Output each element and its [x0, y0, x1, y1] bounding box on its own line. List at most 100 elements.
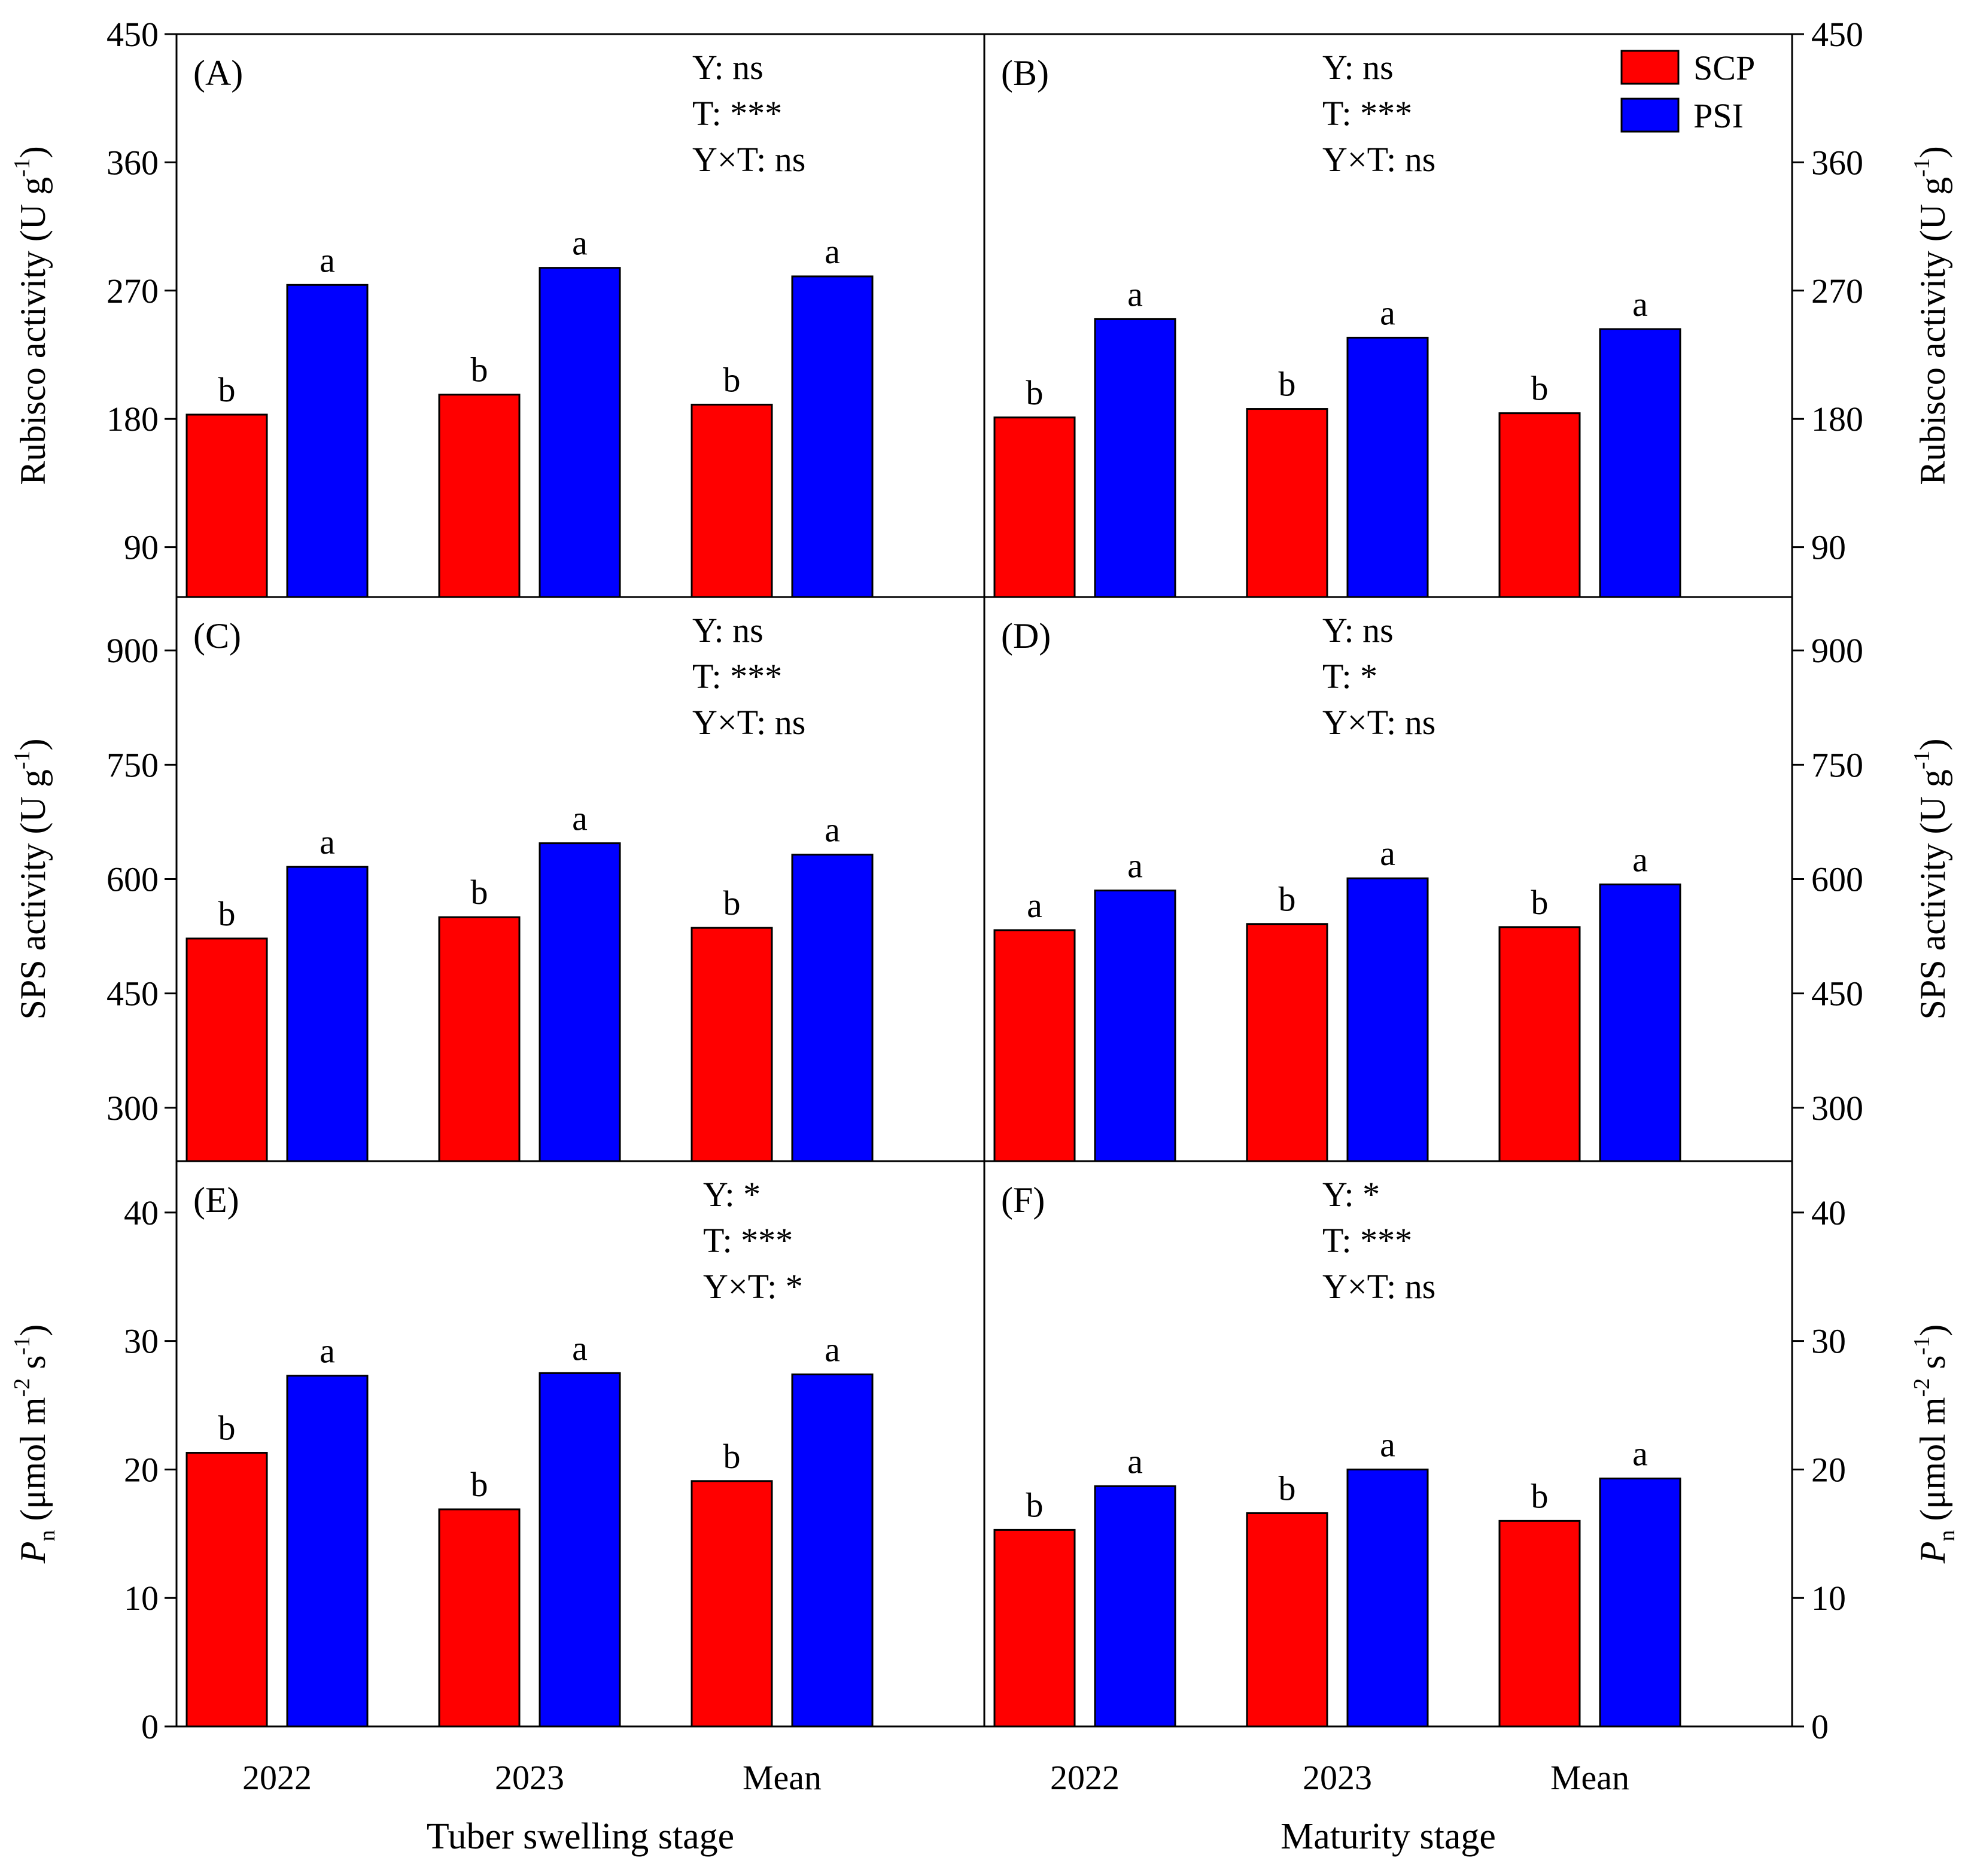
- significance-letter: a: [1632, 840, 1648, 879]
- panel-label: (A): [193, 53, 243, 93]
- y-tick-label: 10: [1811, 1579, 1846, 1618]
- bar-psi-2023: [539, 267, 621, 598]
- y-tick-label: 0: [1811, 1707, 1829, 1746]
- y-axis-title: Pn (μmol m-2 s-1): [10, 1324, 60, 1564]
- bar-psi-mean: [791, 854, 874, 1162]
- bar-psi-2023: [539, 842, 621, 1162]
- significance-letter: b: [1531, 883, 1549, 922]
- significance-letter: a: [1127, 275, 1143, 313]
- bar-psi-2022: [1094, 318, 1176, 598]
- bar-psi-mean: [1599, 1477, 1681, 1728]
- stat-line: Y×T: ns: [1322, 1267, 1435, 1306]
- stat-line: Y×T: ns: [1322, 703, 1435, 742]
- significance-letter: a: [1380, 293, 1395, 332]
- significance-letter: a: [320, 240, 335, 279]
- bar-psi-2023: [1346, 877, 1429, 1162]
- bar-psi-2022: [286, 866, 369, 1162]
- significance-letter: a: [572, 1329, 588, 1368]
- y-tick-label: 450: [1811, 15, 1863, 54]
- stat-line: Y×T: ns: [692, 703, 805, 742]
- legend-swatch-scp: [1620, 50, 1680, 85]
- panel-label: (F): [1001, 1180, 1045, 1220]
- stat-line: T: *: [1322, 657, 1377, 696]
- bar-scp-2023: [1246, 408, 1328, 598]
- significance-letter: b: [471, 873, 488, 912]
- x-tick-label: Mean: [743, 1758, 822, 1797]
- bar-psi-2023: [1346, 336, 1429, 598]
- significance-letter: b: [471, 1465, 488, 1504]
- significance-letter: b: [218, 1409, 236, 1448]
- y-axis-title: SPS activity (U g-1): [10, 739, 53, 1020]
- x-tick-label: 2023: [495, 1758, 564, 1797]
- legend: SCP PSI: [1620, 48, 1755, 135]
- significance-letter: a: [320, 823, 335, 861]
- stat-line: T: ***: [703, 1221, 793, 1260]
- panel-c: b a b a b a 300 450 600 750 900 (C) Y: ns T: *** Y×T: …: [10, 611, 874, 1162]
- significance-letter: b: [218, 370, 236, 409]
- stat-line: Y: *: [1322, 1175, 1380, 1214]
- bar-psi-mean: [1599, 328, 1681, 598]
- y-tick-label: 600: [1811, 860, 1863, 899]
- significance-letter: a: [1632, 285, 1648, 324]
- y-axis-title: SPS activity (U g-1): [1909, 739, 1952, 1020]
- y-tick-label: 0: [141, 1707, 159, 1746]
- stat-line: T: ***: [1322, 94, 1412, 133]
- y-tick-label: 90: [124, 528, 159, 567]
- bar-scp-2022: [185, 1452, 268, 1728]
- significance-letter: a: [320, 1332, 335, 1371]
- y-tick-label: 900: [107, 631, 159, 670]
- x-tick-label: 2022: [242, 1758, 312, 1797]
- significance-letter: a: [1632, 1434, 1648, 1473]
- bar-psi-mean: [1599, 883, 1681, 1162]
- significance-letter: b: [723, 1437, 741, 1476]
- bar-psi-mean: [791, 275, 874, 598]
- significance-letter: b: [1279, 365, 1296, 404]
- bar-scp-mean: [1498, 926, 1581, 1162]
- bar-psi-2023: [1346, 1468, 1429, 1728]
- significance-letter: a: [1127, 1442, 1143, 1481]
- bar-scp-mean: [691, 1480, 773, 1728]
- bar-scp-2022: [993, 929, 1076, 1162]
- y-tick-label: 450: [107, 15, 159, 54]
- x-tick-label: Mean: [1550, 1758, 1629, 1797]
- bar-scp-2023: [438, 394, 521, 598]
- panel-e: b a 2022 b a 2023 b a Mean 0 10 20 30 40 (E) Y: * T: ***…: [10, 1175, 874, 1797]
- significance-letter: b: [218, 894, 236, 933]
- panel-b: b a b a b a 90 180 270 360 450 (B) Y: ns T: *** Y×T: n…: [993, 15, 1952, 598]
- significance-letter: b: [471, 351, 488, 389]
- stat-line: T: ***: [1322, 1221, 1412, 1260]
- panel-d: a a b a b a 300 450 600 750 900 (D) Y: ns T: * Y×T: ns…: [993, 611, 1952, 1162]
- panel-label: (B): [1001, 53, 1049, 93]
- y-tick-label: 270: [1811, 272, 1863, 310]
- bar-scp-mean: [691, 927, 773, 1162]
- legend-swatch-psi: [1620, 98, 1680, 133]
- y-tick-label: 600: [107, 860, 159, 899]
- y-tick-label: 10: [124, 1579, 159, 1618]
- bar-psi-2022: [1094, 890, 1176, 1162]
- stage-label-tuber-swelling: Tuber swelling stage: [427, 1816, 734, 1857]
- y-tick-label: 750: [107, 745, 159, 784]
- y-axis-title: Pn (μmol m-2 s-1): [1909, 1324, 1960, 1564]
- significance-letter: b: [1026, 373, 1044, 412]
- y-tick-label: 30: [1811, 1322, 1846, 1361]
- panel-label: (D): [1001, 616, 1051, 656]
- bar-scp-2023: [438, 916, 521, 1162]
- y-tick-label: 180: [107, 400, 159, 438]
- significance-letter: b: [1531, 1476, 1549, 1515]
- significance-letter: b: [1531, 369, 1549, 408]
- y-tick-label: 300: [107, 1089, 159, 1128]
- stat-line: Y×T: *: [703, 1267, 803, 1306]
- significance-letter: a: [825, 811, 840, 849]
- significance-letter: b: [723, 360, 741, 399]
- panel-f: b a 2022 b a 2023 b a Mean 0 10 20 30 40 (F) Y: * T: ***…: [993, 1175, 1960, 1797]
- significance-letter: a: [1380, 1425, 1395, 1464]
- y-tick-label: 40: [124, 1193, 159, 1232]
- bar-scp-mean: [1498, 412, 1581, 598]
- bar-scp-2023: [1246, 923, 1328, 1162]
- significance-letter: a: [572, 799, 588, 838]
- bar-psi-2022: [286, 284, 369, 598]
- bar-psi-mean: [791, 1374, 874, 1728]
- significance-letter: a: [1380, 834, 1395, 873]
- y-tick-label: 40: [1811, 1193, 1846, 1232]
